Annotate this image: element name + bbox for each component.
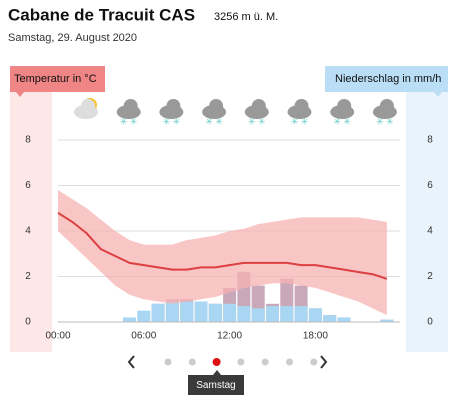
weather-icon: ✳ ✳ bbox=[330, 99, 355, 126]
weather-icon bbox=[74, 98, 98, 119]
tooltip-label: Samstag bbox=[196, 380, 235, 391]
snowflake: ✳ bbox=[386, 116, 394, 126]
nav-dot[interactable] bbox=[261, 358, 269, 366]
snowflake: ✳ bbox=[333, 116, 341, 126]
cloud bbox=[123, 99, 138, 113]
precip-bar bbox=[137, 310, 151, 322]
snowflake: ✳ bbox=[173, 116, 181, 126]
precip-bar bbox=[266, 306, 279, 322]
y2-tick-label: 8 bbox=[427, 135, 433, 146]
snowflake: ✳ bbox=[376, 116, 384, 126]
snowflake: ✳ bbox=[258, 116, 266, 126]
precip-bar bbox=[294, 306, 308, 322]
cloud bbox=[379, 99, 394, 113]
snowflake: ✳ bbox=[215, 116, 223, 126]
precip-bar bbox=[251, 308, 265, 322]
cloud bbox=[337, 99, 352, 113]
snowflake: ✳ bbox=[163, 116, 171, 126]
snowflake: ✳ bbox=[120, 116, 128, 126]
y2-tick-label: 4 bbox=[427, 226, 433, 237]
snowflake: ✳ bbox=[291, 116, 299, 126]
right-axis-panel bbox=[406, 92, 448, 352]
precip-bar bbox=[223, 303, 237, 322]
cloud bbox=[251, 99, 266, 113]
x-tick-label: 00:00 bbox=[45, 331, 70, 342]
snowflake: ✳ bbox=[343, 116, 351, 126]
weather-icon: ✳ ✳ bbox=[159, 99, 184, 126]
y-tick-label: 4 bbox=[25, 226, 31, 237]
snowflake: ✳ bbox=[130, 116, 138, 126]
nav-dot[interactable] bbox=[310, 358, 318, 366]
y2-axis-label: Niederschlag in mm/h bbox=[335, 73, 441, 85]
precip-bar bbox=[380, 319, 394, 322]
elevation: 3256 m ü. M. bbox=[214, 11, 278, 23]
weather-icon: ✳ ✳ bbox=[244, 99, 269, 126]
snowflake: ✳ bbox=[205, 116, 213, 126]
x-tick-label: 18:00 bbox=[303, 331, 328, 342]
temp-line bbox=[57, 211, 388, 280]
x-tick-label: 06:00 bbox=[131, 331, 156, 342]
precip-bar bbox=[308, 308, 322, 322]
tooltip-arrow bbox=[213, 370, 221, 375]
right-axis-label-box bbox=[325, 66, 448, 92]
cloud bbox=[294, 99, 309, 113]
precip-bar bbox=[180, 301, 194, 322]
x-tick-label: 12:00 bbox=[217, 331, 242, 342]
weather-icon: ✳ ✳ bbox=[287, 99, 312, 126]
date: Samstag, 29. August 2020 bbox=[8, 32, 137, 44]
precip-bar bbox=[165, 301, 179, 322]
y2-tick-label: 6 bbox=[427, 180, 433, 191]
y-axis-label: Temperatur in °C bbox=[14, 73, 97, 85]
snowflake: ✳ bbox=[301, 116, 309, 126]
y-tick-label: 8 bbox=[25, 135, 31, 146]
weather-icon: ✳ ✳ bbox=[116, 99, 141, 126]
tooltip bbox=[188, 375, 244, 395]
nav-dot[interactable] bbox=[212, 358, 221, 366]
snowflake: ✳ bbox=[248, 116, 256, 126]
left-axis-label-box bbox=[10, 66, 105, 92]
weather-icon: ✳ ✳ bbox=[202, 99, 227, 126]
precip-bar bbox=[337, 317, 351, 322]
next-arrow[interactable] bbox=[320, 355, 328, 369]
cloud bbox=[166, 99, 181, 113]
temp-range bbox=[58, 190, 387, 316]
nav-dot[interactable] bbox=[286, 358, 293, 366]
left-axis-panel bbox=[10, 92, 52, 352]
precip-bar bbox=[208, 303, 222, 322]
cloud bbox=[209, 99, 224, 113]
marker bbox=[16, 92, 24, 97]
precip-bar bbox=[151, 303, 165, 322]
nav-dot[interactable] bbox=[188, 358, 196, 366]
nav-dot[interactable] bbox=[237, 358, 245, 366]
y-tick-label: 2 bbox=[25, 271, 31, 282]
precip-bar bbox=[323, 315, 337, 322]
title: Cabane de Tracuit CAS bbox=[8, 5, 195, 24]
cloud bbox=[81, 99, 95, 113]
precip-bar bbox=[237, 306, 251, 322]
y2-tick-label: 0 bbox=[427, 317, 433, 328]
y-tick-label: 6 bbox=[25, 180, 31, 191]
precip-bar bbox=[280, 306, 294, 322]
weather-icon: ✳ ✳ bbox=[372, 99, 397, 126]
prev-arrow[interactable] bbox=[127, 355, 135, 369]
precip-bar bbox=[194, 301, 208, 322]
marker bbox=[434, 92, 442, 97]
nav-dots bbox=[164, 358, 318, 366]
y-tick-label: 0 bbox=[25, 317, 31, 328]
weather-icons: ✳ ✳ ✳ ✳ ✳ ✳ ✳ ✳ ✳ ✳ ✳ ✳ ✳ ✳ bbox=[74, 98, 397, 126]
nav-dot[interactable] bbox=[164, 358, 172, 366]
precip-bar bbox=[123, 317, 136, 322]
y2-tick-label: 2 bbox=[427, 271, 433, 282]
